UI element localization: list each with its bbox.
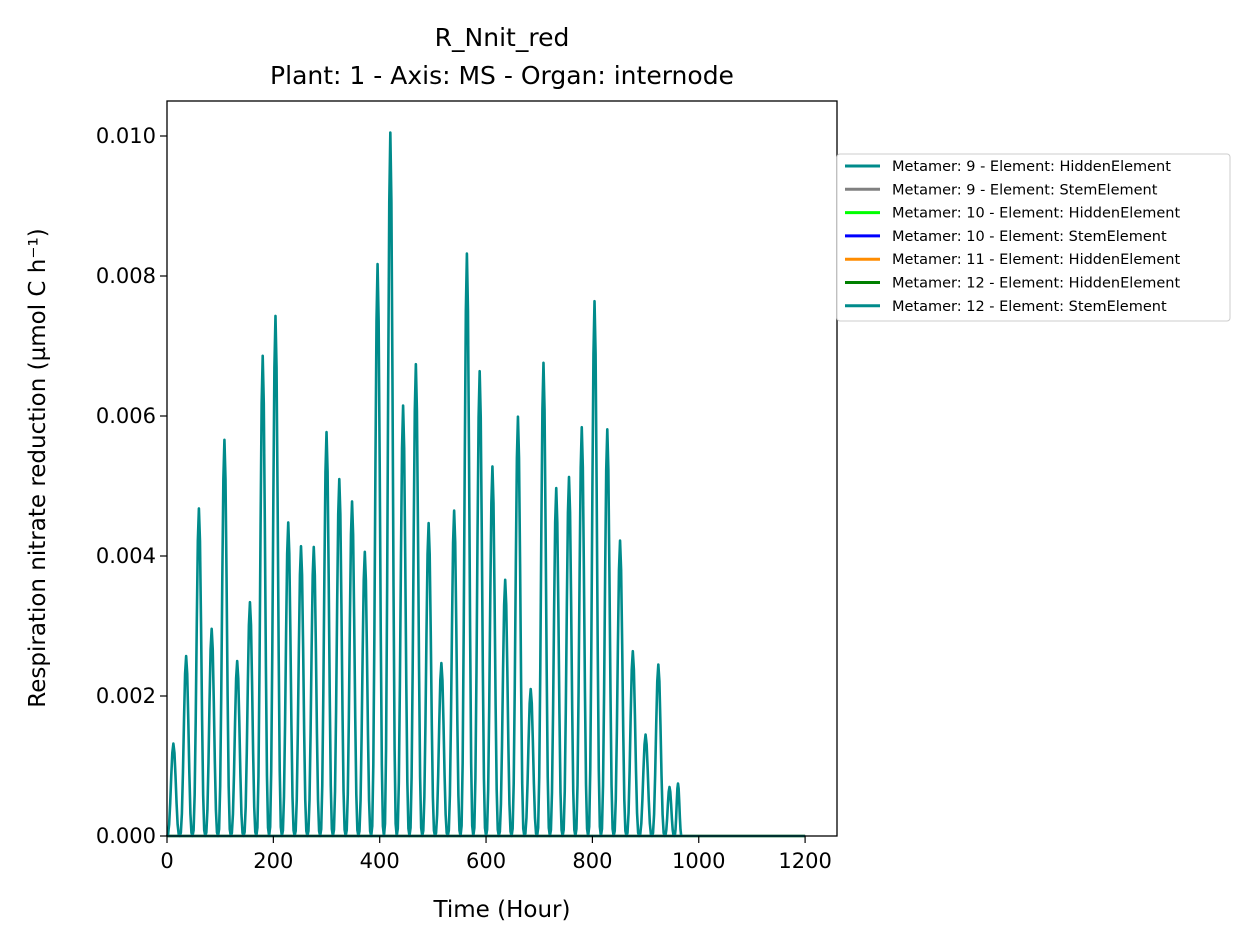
legend-entry: Metamer: 9 - Element: StemElement — [892, 182, 1158, 198]
y-tick-label: 0.006 — [96, 404, 156, 428]
x-tick-label: 1200 — [778, 849, 831, 873]
x-tick-label: 200 — [253, 849, 293, 873]
x-axis-ticks: 0 200 400 600 800 1000 1200 — [160, 836, 832, 873]
x-tick-label: 1000 — [672, 849, 725, 873]
x-tick-label: 400 — [360, 849, 400, 873]
chart-title: R_Nnit_red — [435, 23, 570, 52]
y-tick-label: 0.010 — [96, 124, 156, 148]
y-tick-label: 0.008 — [96, 264, 156, 288]
series-layer — [165, 131, 806, 838]
x-axis-label: Time (Hour) — [433, 897, 571, 923]
y-tick-label: 0.000 — [96, 824, 156, 848]
x-tick-label: 0 — [160, 849, 173, 873]
legend-entry: Metamer: 12 - Element: HiddenElement — [892, 276, 1180, 292]
x-tick-label: 600 — [466, 849, 506, 873]
y-tick-label: 0.004 — [96, 544, 156, 568]
y-axis-label: Respiration nitrate reduction (µmol C h⁻… — [25, 228, 51, 707]
legend-entry: Metamer: 11 - Element: HiddenElement — [892, 252, 1180, 268]
legend-entry: Metamer: 10 - Element: StemElement — [892, 229, 1167, 245]
chart-subtitle: Plant: 1 - Axis: MS - Organ: internode — [270, 61, 734, 90]
legend-entry: Metamer: 9 - Element: HiddenElement — [892, 159, 1171, 175]
series-line-1-cycles — [165, 131, 683, 838]
legend: Metamer: 9 - Element: HiddenElement Metam… — [836, 153, 1231, 322]
legend-entry: Metamer: 12 - Element: StemElement — [892, 299, 1167, 315]
legend-box — [836, 153, 1231, 322]
y-tick-label: 0.002 — [96, 684, 156, 708]
y-axis-ticks: 0.000 0.002 0.004 0.006 0.008 0.010 — [96, 124, 167, 848]
plot-area: 0 200 400 600 800 1000 1200 0.0000.0020.0040.0… — [96, 100, 838, 873]
plot-frame — [166, 100, 838, 837]
legend-entry: Metamer: 10 - Element: HiddenElement — [892, 206, 1180, 222]
x-tick-label: 800 — [572, 849, 612, 873]
